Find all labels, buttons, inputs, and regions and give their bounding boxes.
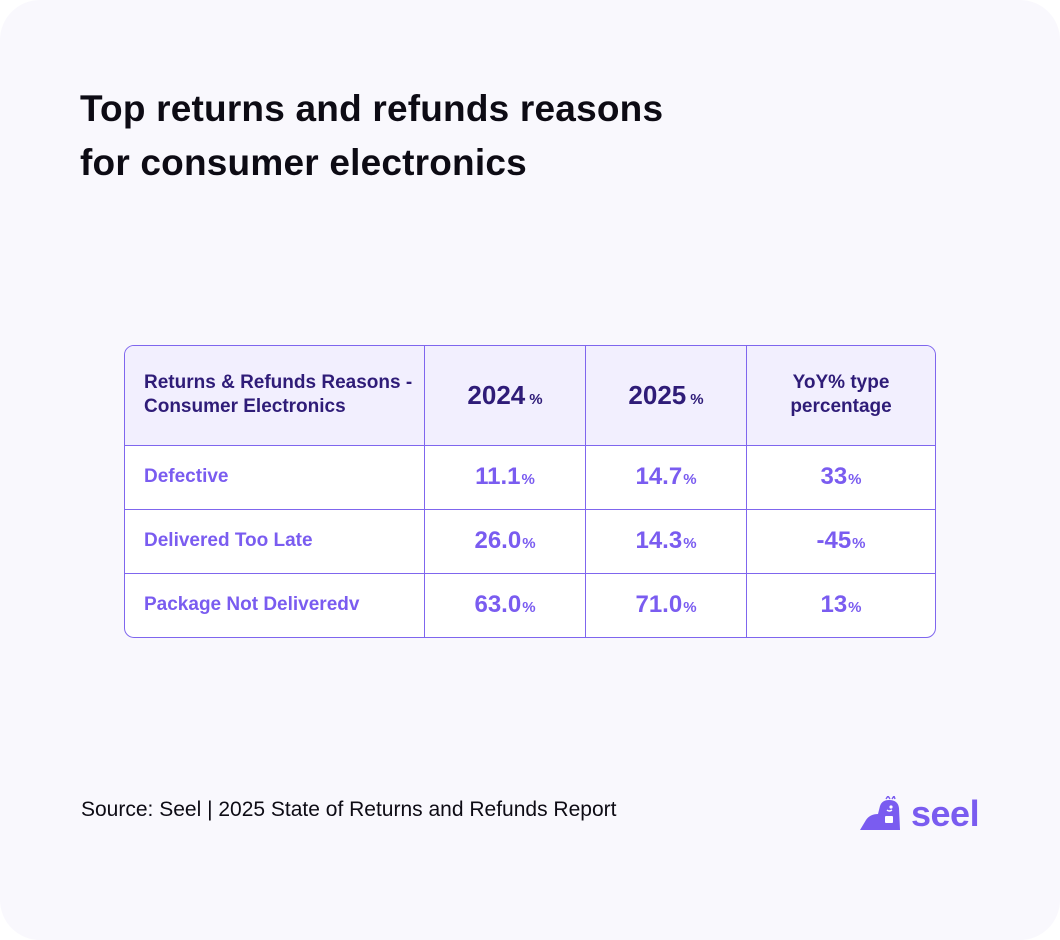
row-yoy-unit: % (848, 599, 862, 617)
row-yoy-value: -45 (816, 527, 852, 554)
column-header-reason: Returns & Refunds Reasons - Consumer Ele… (125, 346, 425, 446)
row-2025-value: 14.3 (635, 527, 683, 554)
row-yoy-unit: % (852, 535, 866, 552)
row-reason-cell: Delivered Too Late (125, 508, 425, 574)
row-2024-value: 26.0 (474, 527, 522, 554)
column-header-2025-unit: % (690, 390, 704, 408)
row-2025-value: 71.0 (635, 591, 683, 619)
table-row: Delivered Too Late 26.0% 14.3% -45% (125, 508, 935, 574)
column-header-2024: 2024% (424, 346, 586, 446)
column-header-2024-label: 2024 (467, 379, 526, 410)
row-2025-unit: % (683, 535, 697, 552)
column-header-yoy-label: YoY% type percentage (790, 372, 892, 418)
row-reason-cell: Package Not Deliveredv (125, 572, 425, 637)
row-2024-unit: % (521, 471, 535, 488)
column-header-2025: 2025% (585, 346, 747, 446)
column-header-2024-unit: % (529, 390, 543, 408)
row-2025-cell: 14.7% (585, 444, 747, 510)
row-yoy-value: 33 (820, 463, 848, 490)
row-2025-value: 14.7 (635, 463, 683, 490)
logo-wordmark: seel (911, 793, 980, 834)
page-title: Top returns and refunds reasons for cons… (80, 82, 663, 190)
row-yoy-cell: 33% (746, 444, 935, 510)
row-2025-cell: 14.3% (585, 508, 747, 574)
title-line-2: for consumer electronics (80, 142, 527, 183)
row-reason-cell: Defective (125, 444, 425, 510)
row-yoy-cell: 13% (746, 572, 935, 637)
row-2024-cell: 63.0% (424, 572, 586, 637)
column-header-2025-label: 2025 (628, 379, 687, 410)
table-row: Defective 11.1% 14.7% 33% (125, 444, 935, 510)
row-2024-value: 63.0 (474, 591, 522, 619)
returns-table-grid: Returns & Refunds Reasons - Consumer Ele… (125, 346, 935, 637)
row-yoy-unit: % (848, 471, 862, 488)
returns-table: Returns & Refunds Reasons - Consumer Ele… (124, 345, 936, 638)
seal-logo-icon (860, 796, 900, 830)
table-header-row: Returns & Refunds Reasons - Consumer Ele… (125, 346, 935, 446)
source-caption: Source: Seel | 2025 State of Returns and… (81, 798, 617, 821)
table-row: Package Not Deliveredv 63.0% 71.0% 13% (125, 572, 935, 637)
row-yoy-value: 13 (820, 591, 848, 619)
row-2024-unit: % (522, 535, 536, 552)
row-2024-unit: % (522, 599, 536, 617)
row-2025-unit: % (683, 471, 697, 488)
row-2024-value: 11.1 (475, 463, 521, 490)
row-2024-cell: 26.0% (424, 508, 586, 574)
row-2024-cell: 11.1% (424, 444, 586, 510)
row-2025-unit: % (683, 599, 697, 617)
column-header-yoy: YoY% type percentage (746, 346, 935, 446)
row-2025-cell: 71.0% (585, 572, 747, 637)
title-line-1: Top returns and refunds reasons (80, 88, 664, 129)
row-yoy-cell: -45% (746, 508, 935, 574)
seel-logo: seel (858, 794, 984, 834)
